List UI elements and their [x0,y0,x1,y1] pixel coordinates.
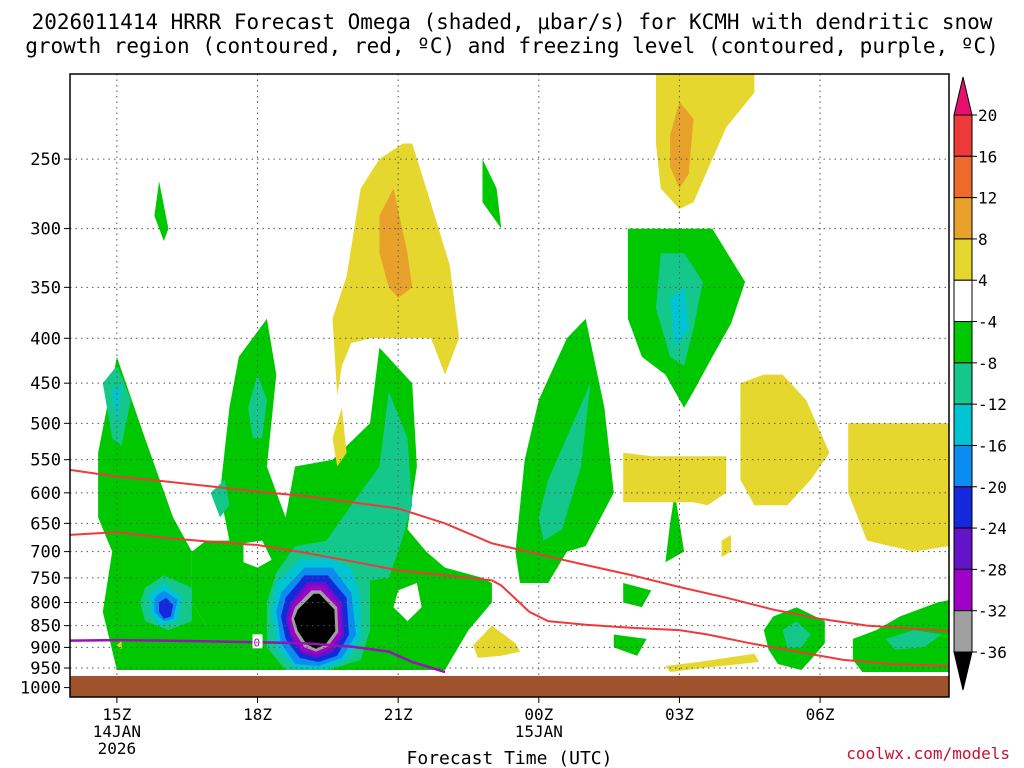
colorbar-label-8: -16 [978,436,1007,455]
omega-fill-5 [665,492,685,563]
xtick-label-03Z: 03Z [665,705,694,724]
xtick-sublabel-2026: 2026 [98,739,137,758]
colorbar-swatch-7 [953,362,973,405]
xtick-label-18Z: 18Z [243,705,272,724]
omega-fill-39 [740,374,830,506]
ytick-label-900: 900 [30,638,61,658]
ytick-label-850: 850 [30,617,61,637]
freezing-level-contour [70,638,446,674]
omega-fill-44 [670,101,694,189]
chart-title-line2: growth region (contoured, red, ºC) and f… [25,34,999,58]
ground-fill [70,675,949,697]
omega-fill-21 [112,383,122,424]
omega-fill-6 [623,583,652,608]
colorbar-label-5: -4 [978,313,997,332]
colorbar-label-3: 8 [978,230,988,249]
colorbar-swatch-4 [953,238,973,281]
ytick-label-950: 950 [30,659,61,679]
colorbar-label-6: -8 [978,354,997,373]
xtick-label-00Z: 00Z [524,705,553,724]
x-axis-title: Forecast Time (UTC) [407,748,613,768]
colorbar-label-7: -12 [978,395,1007,414]
colorbar-label-2: 12 [978,189,997,208]
colorbar-label-9: -20 [978,478,1007,497]
omega-fill-41 [848,423,949,552]
omega-fill-32 [294,593,336,649]
ytick-label-400: 400 [30,329,61,349]
ytick-label-450: 450 [30,374,61,394]
colorbar-label-1: 16 [978,147,997,166]
colorbar-label-0: 20 [978,106,997,125]
colorbar-label-12: -32 [978,602,1007,621]
ytick-label-650: 650 [30,514,61,534]
omega-fill-12 [248,374,267,439]
omega-fill-40 [721,534,731,557]
ytick-label-750: 750 [30,569,61,589]
colorbar-swatch-2 [953,155,973,199]
plot-area [70,74,949,697]
xtick-label-06Z: 06Z [806,705,835,724]
omega-fill-14 [318,391,413,583]
omega-hole-0 [243,540,272,568]
xtick-label-21Z: 21Z [384,705,413,724]
colorbar-bottom-arrow [953,651,973,691]
credit-text[interactable]: coolwx.com/models [846,744,1010,763]
xtick-sublabel-15JAN: 15JAN [515,722,563,741]
plot-frame [69,73,950,698]
omega-fill-15 [538,383,591,541]
colorbar-swatch-8 [953,403,973,446]
xtick-sublabel-14JAN: 14JAN [93,722,141,741]
ytick-label-800: 800 [30,594,61,614]
ytick-label-700: 700 [30,543,61,563]
freezing-level-label: 0 [254,636,261,649]
colorbar-swatch-6 [953,321,973,364]
colorbar-swatch-5 [953,279,973,323]
ytick-label-250: 250 [30,150,61,170]
omega-fill-36 [473,625,520,658]
colorbar-swatch-11 [953,527,973,570]
colorbar-swatch-3 [953,197,973,240]
colorbar-swatch-1 [953,114,973,157]
ytick-label-550: 550 [30,451,61,471]
xtick-label-15Z: 15Z [102,705,131,724]
colorbar-top-arrow [953,76,973,116]
omega-hole-1 [393,583,422,622]
ytick-label-600: 600 [30,484,61,504]
colorbar-swatch-10 [953,486,973,529]
colorbar-label-10: -24 [978,519,1007,538]
dgz-lower-contour [70,531,949,667]
omega-fill-13 [210,479,230,518]
ytick-label-500: 500 [30,414,61,434]
ytick-label-350: 350 [30,278,61,298]
omega-fill-33 [332,407,347,467]
omega-fill-3 [482,159,502,229]
omega-fill-42 [665,653,760,672]
colorbar-swatch-9 [953,444,973,488]
ytick-label-1000: 1000 [20,679,61,699]
colorbar-swatch-12 [953,568,973,612]
colorbar-swatch-13 [953,610,973,653]
colorbar-label-13: -36 [978,643,1007,662]
omega-fill-1 [154,181,169,242]
omega-fill-2 [191,318,492,670]
ytick-label-300: 300 [30,220,61,240]
omega-fill-43 [379,188,413,299]
omega-fill-7 [613,634,647,656]
colorbar-label-11: -28 [978,560,1007,579]
colorbar-label-4: 4 [978,271,988,290]
omega-fill-38 [623,452,727,506]
dgz-upper-contour [70,468,949,632]
omega-fill-17 [782,621,811,648]
freezing-label-bg [252,634,263,649]
chart-title-line1: 2026011414 HRRR Forecast Omega (shaded, … [31,10,993,34]
omega-fill-18 [885,630,942,650]
